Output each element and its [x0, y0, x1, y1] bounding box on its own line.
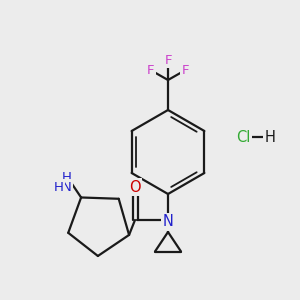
Text: H: H	[265, 130, 275, 145]
Text: Cl: Cl	[236, 130, 250, 145]
Text: F: F	[147, 64, 154, 76]
Text: F: F	[164, 53, 172, 67]
Text: H: H	[54, 181, 64, 194]
Text: F: F	[182, 64, 189, 76]
Text: N: N	[62, 181, 72, 194]
Text: H: H	[62, 171, 72, 184]
Text: N: N	[163, 214, 173, 230]
Text: O: O	[129, 179, 141, 194]
